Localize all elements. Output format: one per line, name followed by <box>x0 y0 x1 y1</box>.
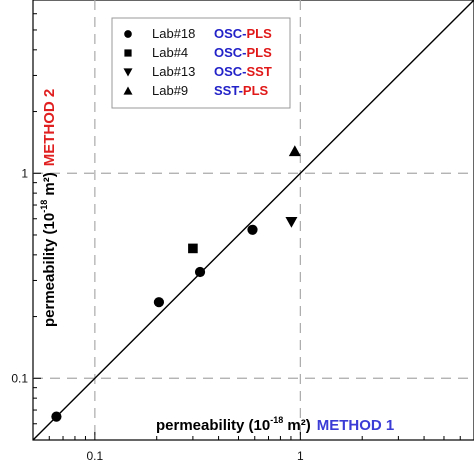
axis-ticks: 0.1 1 0.1 1 <box>11 0 474 463</box>
legend-box <box>111 17 291 109</box>
x-tick-label: 0.1 <box>87 449 104 463</box>
legend-method-part: SST <box>214 83 239 98</box>
plot-frame <box>32 0 474 441</box>
data-point-circle <box>153 297 165 308</box>
x-axis-title-exp: -18 <box>270 415 283 425</box>
y-tick-label: 1 <box>21 166 28 180</box>
legend-label: Lab#4 <box>152 45 188 60</box>
legend-method-part: SST <box>247 64 272 79</box>
x-axis-title-unit: m²) <box>283 417 311 434</box>
data-point-triangle-up <box>288 145 301 157</box>
legend-marker-circle <box>124 30 132 38</box>
legend-method-dash: - <box>242 26 246 41</box>
y-axis-title-exp: -18 <box>39 200 49 213</box>
legend-label: Lab#13 <box>152 64 195 79</box>
x-axis-method: METHOD 1 <box>317 417 395 434</box>
legend-method-dash: - <box>242 45 246 60</box>
legend-method-part: OSC <box>214 64 243 79</box>
x-axis-title-text: permeability (10 <box>156 417 270 434</box>
data-point-square <box>188 243 198 254</box>
data-point-circle <box>247 224 258 235</box>
y-axis-title: permeability (10-18 m²) METHOD 2 <box>39 89 58 327</box>
data-point-triangle-down <box>285 216 298 228</box>
legend-method-part: PLS <box>243 83 269 98</box>
x-axis-title: permeability (10-18 m²) METHOD 1 <box>156 415 394 434</box>
data-point-circle <box>51 411 62 422</box>
legend-method-dash: - <box>239 83 243 98</box>
legend-method-part: PLS <box>247 26 273 41</box>
legend-marker-square <box>124 49 132 57</box>
legend-method-dash: - <box>242 64 246 79</box>
legend-method: OSC-SST <box>214 64 272 79</box>
identity-line <box>32 0 474 441</box>
legend-method-part: OSC <box>214 26 243 41</box>
legend-label: Lab#18 <box>152 26 195 41</box>
plot-frame-group <box>32 0 474 441</box>
data-points <box>51 145 301 422</box>
legend-label: Lab#9 <box>152 83 188 98</box>
legend-marker-triangle-down <box>123 68 133 77</box>
x-tick-label: 1 <box>297 449 304 463</box>
y-tick-label: 0.1 <box>11 371 28 385</box>
data-point-circle <box>194 266 206 278</box>
legend-method: OSC-PLS <box>214 45 272 60</box>
y-axis-title-text: permeability (10 <box>41 213 58 327</box>
legend-method: SST-PLS <box>214 83 269 98</box>
legend-method-part: PLS <box>247 45 273 60</box>
legend-marker-triangle-up <box>123 86 133 95</box>
y-axis-method: METHOD 2 <box>41 89 58 167</box>
y-axis-title-unit: m²) <box>41 172 58 200</box>
grid-lines <box>33 0 474 440</box>
legend-method: OSC-PLS <box>214 26 272 41</box>
legend-method-part: OSC <box>214 45 243 60</box>
